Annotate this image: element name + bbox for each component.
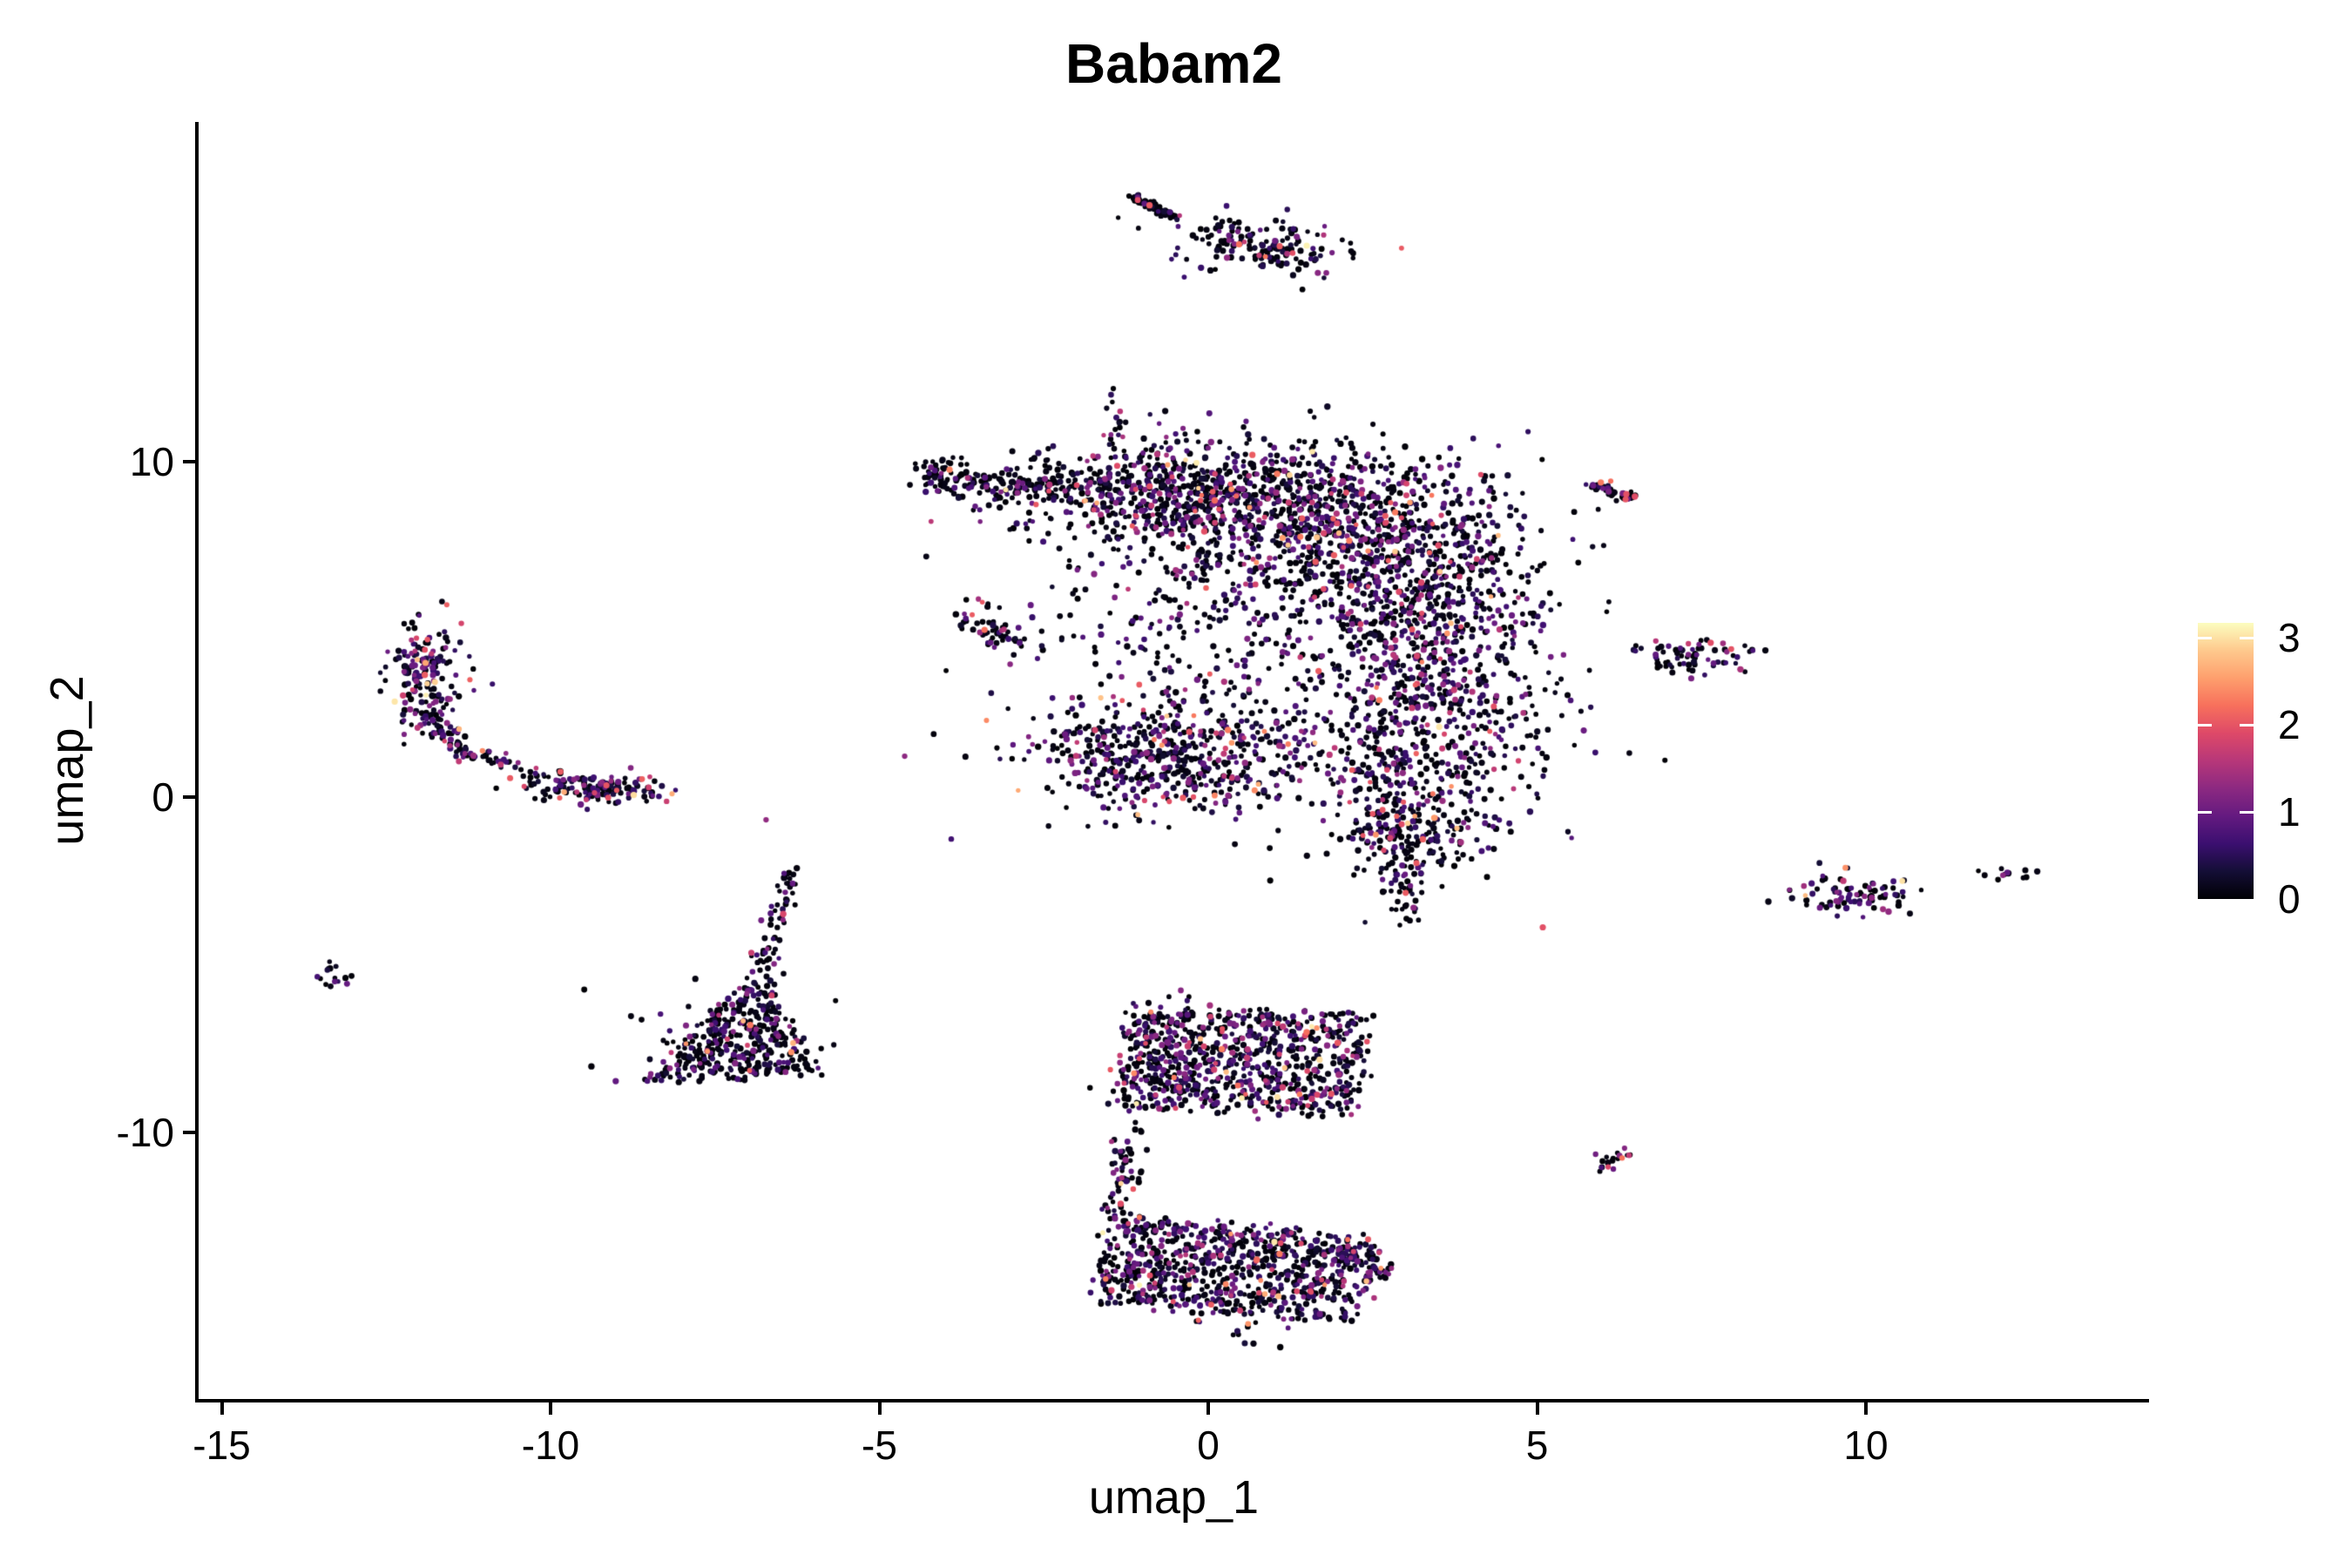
colorbar-tick-mark: [2198, 637, 2212, 639]
y-tick-mark: [183, 795, 195, 799]
colorbar-tick-mark: [2198, 724, 2212, 727]
colorbar-tick-label: 1: [2278, 789, 2301, 835]
colorbar-tick-mark: [2198, 811, 2212, 814]
x-axis-line: [195, 1399, 2149, 1402]
colorbar-tick-mark: [2240, 637, 2254, 639]
x-tick-label: -15: [193, 1423, 251, 1468]
colorbar-tick-label: 2: [2278, 702, 2301, 747]
y-tick-mark: [183, 1131, 195, 1134]
y-axis-title: umap_2: [41, 675, 93, 846]
x-tick-label: 0: [1197, 1423, 1220, 1468]
colorbar-tick-mark: [2240, 724, 2254, 727]
plot-title: Babam2: [1065, 32, 1282, 95]
x-tick-mark: [220, 1402, 224, 1415]
x-tick-mark: [1535, 1402, 1539, 1415]
x-tick-mark: [877, 1402, 882, 1415]
x-tick-label: 5: [1525, 1423, 1549, 1468]
colorbar-gradient: [2198, 623, 2254, 899]
y-tick-label: -10: [116, 1110, 174, 1155]
y-tick-label: 10: [129, 439, 174, 484]
x-tick-label: 10: [1843, 1423, 1889, 1468]
x-axis-title: umap_1: [1088, 1471, 1260, 1524]
x-tick-mark: [549, 1402, 552, 1415]
colorbar-tick-label: 0: [2278, 876, 2301, 922]
colorbar-tick-label: 3: [2278, 615, 2301, 660]
y-tick-label: 0: [152, 774, 174, 820]
y-tick-mark: [183, 460, 195, 463]
y-axis-line: [195, 122, 199, 1402]
x-tick-label: -5: [862, 1423, 897, 1468]
x-tick-label: -10: [521, 1423, 580, 1468]
x-tick-mark: [1864, 1402, 1868, 1415]
colorbar-tick-mark: [2240, 811, 2254, 814]
x-tick-mark: [1206, 1402, 1210, 1415]
